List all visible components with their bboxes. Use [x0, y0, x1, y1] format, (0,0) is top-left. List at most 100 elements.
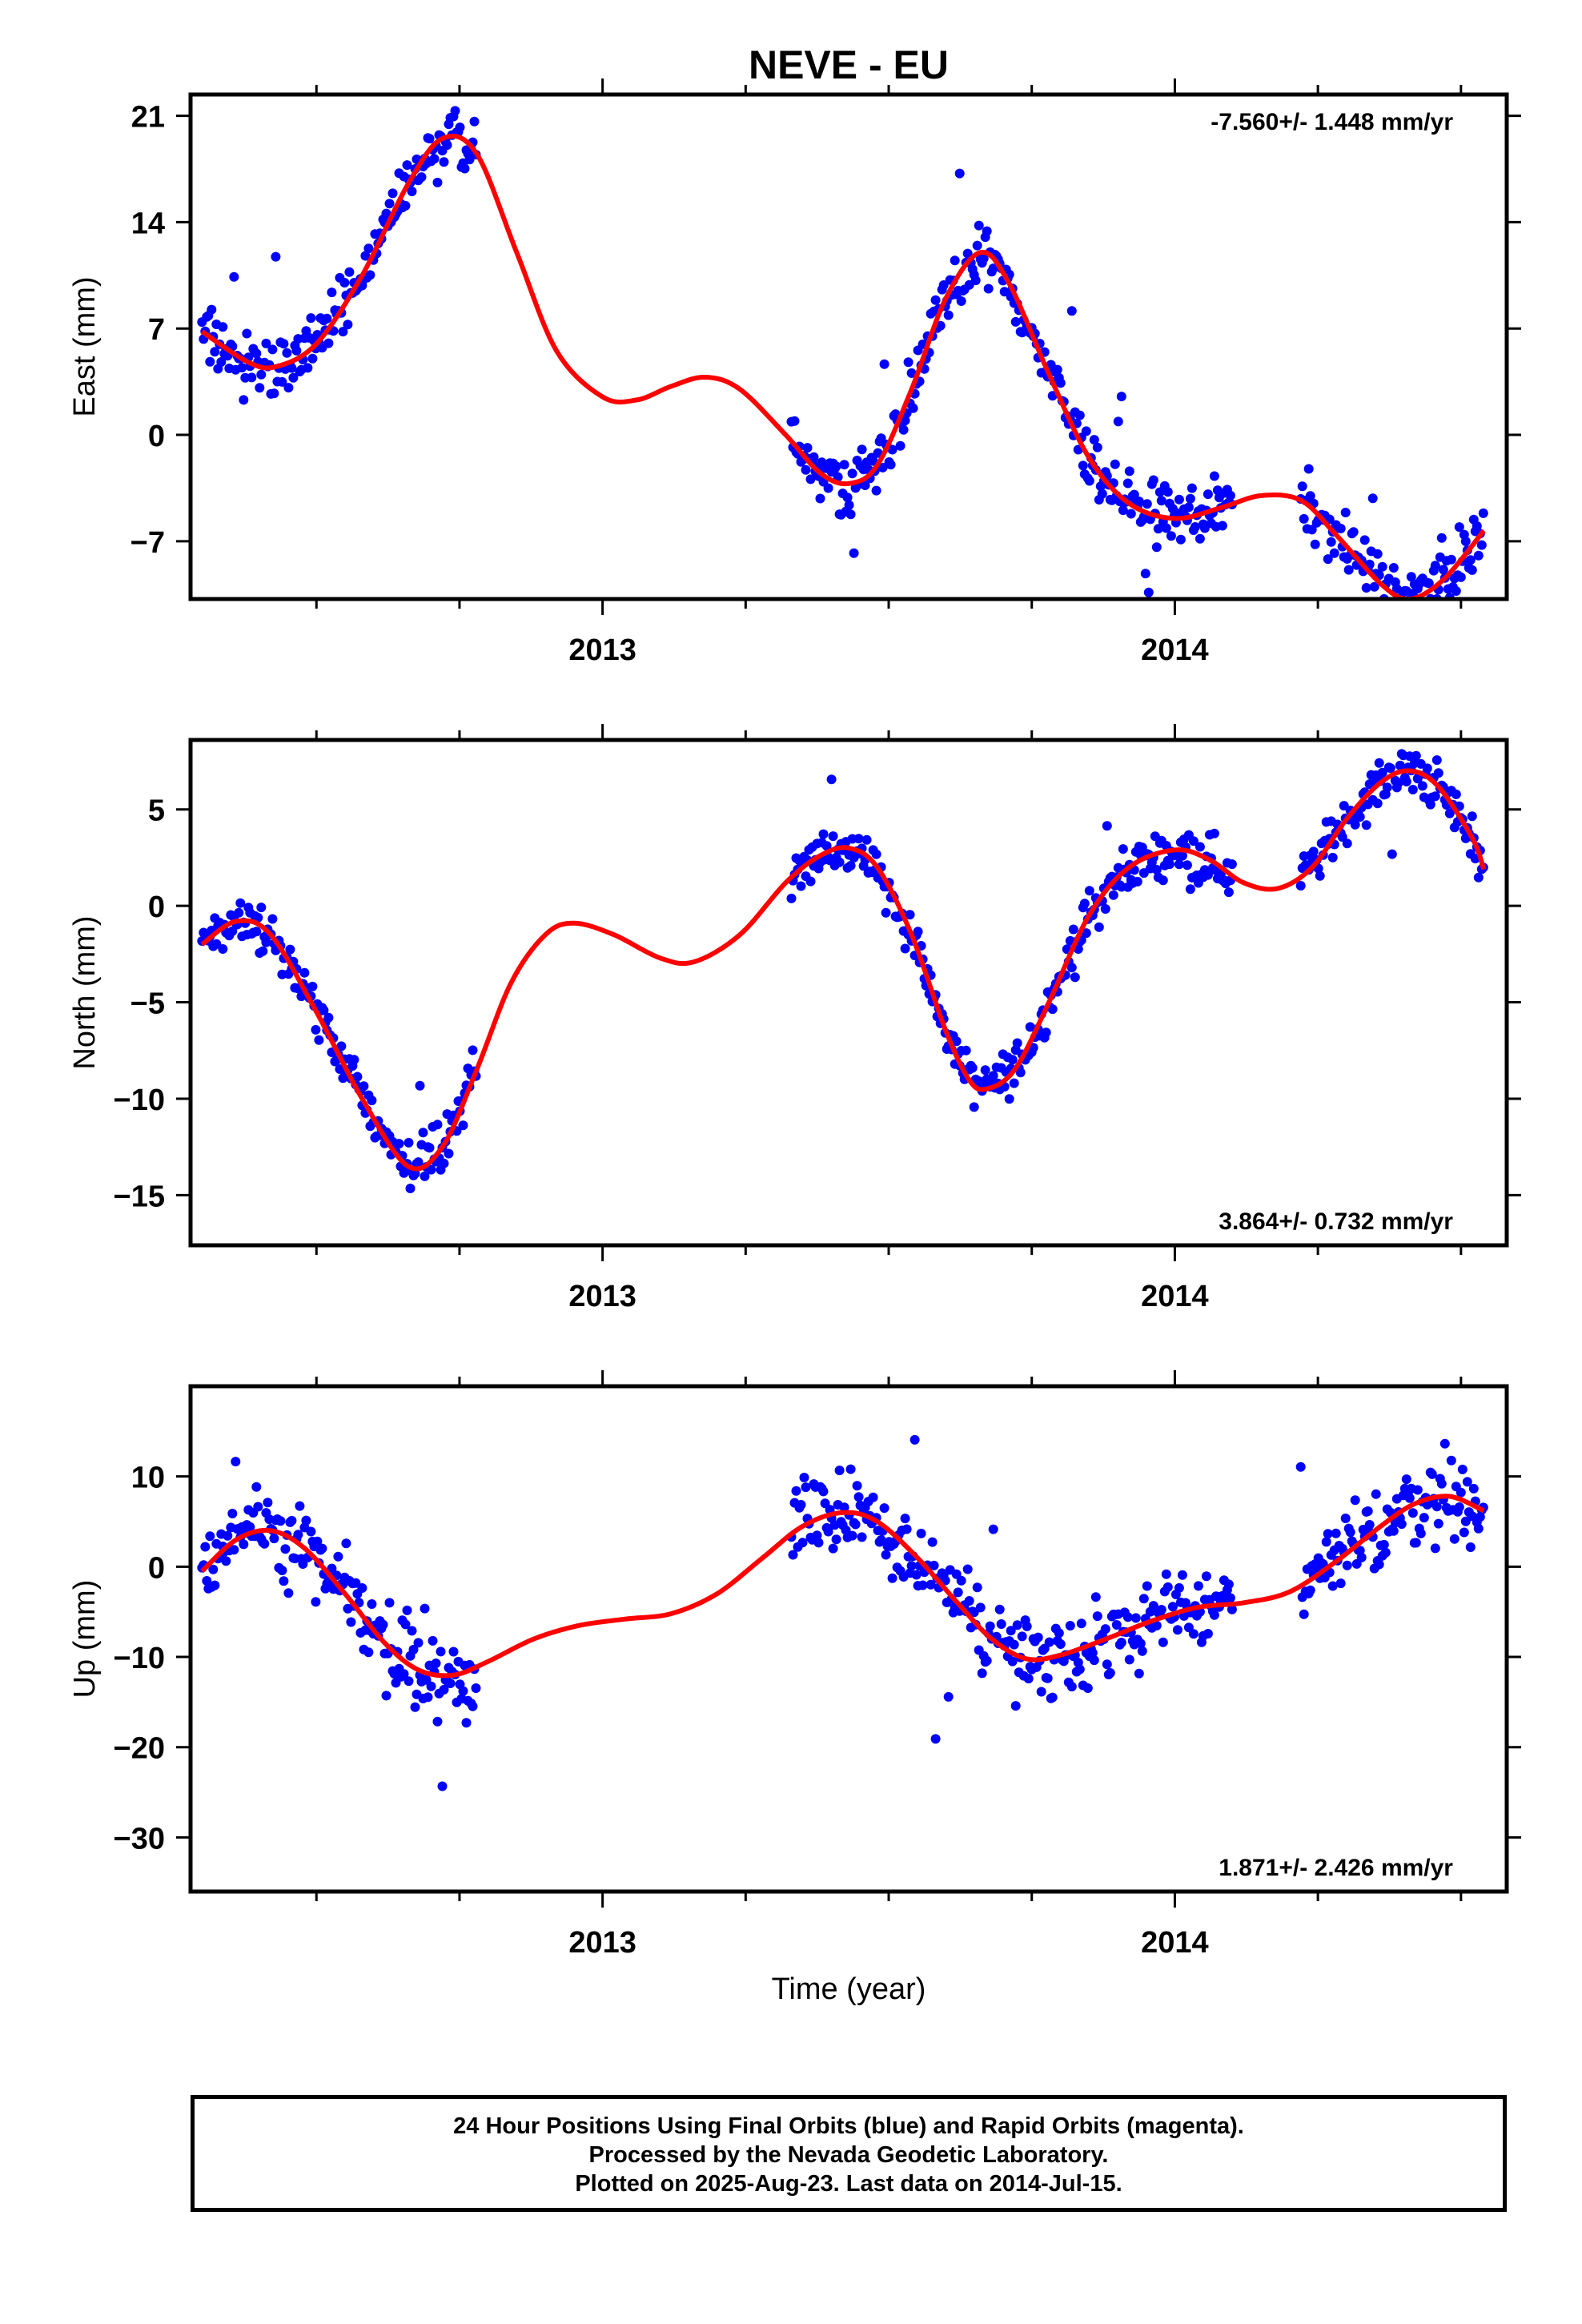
- data-point: [1108, 890, 1118, 900]
- y-tick-label: −5: [130, 987, 165, 1021]
- data-point: [1371, 1489, 1381, 1499]
- data-point: [1331, 1528, 1341, 1538]
- data-point: [311, 1024, 321, 1035]
- data-point: [1156, 496, 1166, 506]
- data-point: [307, 981, 318, 991]
- data-point: [346, 1617, 356, 1627]
- data-point: [929, 1560, 939, 1570]
- data-point: [363, 243, 374, 254]
- data-point: [857, 1532, 867, 1542]
- data-point: [1175, 534, 1186, 545]
- data-point: [1456, 1487, 1466, 1498]
- data-point: [229, 271, 239, 282]
- data-point: [1305, 491, 1315, 501]
- data-point: [255, 383, 265, 393]
- data-point: [420, 1603, 430, 1614]
- data-point: [906, 368, 917, 378]
- data-point: [1010, 1701, 1021, 1711]
- data-point: [1363, 1506, 1373, 1516]
- data-point: [1227, 859, 1237, 870]
- data-point: [205, 356, 215, 367]
- data-point: [980, 1065, 990, 1076]
- data-point: [1310, 539, 1320, 549]
- data-point: [857, 444, 867, 455]
- data-point: [1433, 768, 1443, 778]
- x-tick-label: 2014: [1141, 633, 1209, 667]
- data-point: [407, 187, 417, 196]
- data-point: [1303, 464, 1314, 474]
- data-point: [900, 1514, 910, 1524]
- data-point: [1153, 524, 1163, 534]
- data-point: [861, 834, 872, 845]
- data-point: [314, 1035, 324, 1045]
- data-point: [1066, 1682, 1077, 1692]
- data-point: [1367, 493, 1378, 504]
- panel-2: 5 0 −5 −10 −15 2013 2014 North (mm) 3.864+/- 0.7…: [68, 707, 1521, 1313]
- data-point: [1401, 777, 1411, 786]
- data-point: [405, 1184, 416, 1193]
- data-point: [420, 1171, 430, 1181]
- data-point: [799, 1473, 809, 1482]
- data-point: [269, 388, 279, 399]
- data-point: [1439, 1438, 1450, 1449]
- data-point: [1369, 581, 1379, 592]
- data-point: [1033, 1632, 1043, 1642]
- data-point: [432, 1716, 443, 1727]
- data-point: [229, 1545, 239, 1555]
- data-point: [1395, 760, 1405, 770]
- data-point: [834, 857, 845, 867]
- data-point: [378, 1619, 388, 1630]
- data-point: [828, 831, 838, 842]
- plot-area-2: [197, 707, 1488, 1193]
- data-point: [802, 443, 813, 453]
- data-point: [339, 278, 350, 287]
- data-point: [1460, 1516, 1471, 1526]
- data-point: [245, 1522, 255, 1532]
- data-point: [1389, 707, 1399, 717]
- data-point: [1188, 1629, 1199, 1639]
- y-tick-label: −10: [114, 1642, 165, 1675]
- data-point: [1407, 785, 1418, 794]
- data-point: [1138, 1594, 1149, 1604]
- data-point: [868, 1492, 878, 1502]
- data-point: [275, 1516, 286, 1526]
- data-point: [363, 1647, 374, 1658]
- data-point: [415, 1080, 425, 1091]
- data-point: [839, 1502, 849, 1513]
- plot-area-1: [197, 106, 1488, 599]
- x-tick-label: 2014: [1141, 1280, 1209, 1313]
- data-point: [1195, 842, 1205, 852]
- data-point: [277, 376, 287, 387]
- data-point: [887, 444, 897, 455]
- data-point: [1017, 1631, 1027, 1642]
- data-point: [258, 946, 268, 956]
- data-point: [844, 500, 854, 510]
- data-point: [210, 347, 220, 357]
- data-point: [876, 1535, 886, 1545]
- data-point: [1438, 565, 1448, 575]
- data-point: [881, 907, 891, 918]
- data-point: [323, 1012, 334, 1023]
- data-point: [287, 363, 297, 373]
- data-point: [279, 339, 289, 349]
- data-point: [306, 1526, 316, 1537]
- data-point: [455, 123, 465, 132]
- data-point: [1444, 808, 1455, 818]
- data-point: [1193, 1581, 1203, 1591]
- data-point: [1105, 1668, 1115, 1678]
- data-point: [1380, 1547, 1391, 1558]
- data-point: [293, 1530, 303, 1540]
- data-point: [1135, 1638, 1146, 1649]
- velocity-annotation: -7.560+/- 1.448 mm/yr: [1211, 109, 1453, 135]
- data-point: [1012, 1038, 1022, 1048]
- data-point: [1068, 924, 1078, 935]
- data-point: [975, 1602, 986, 1613]
- data-point: [1116, 392, 1126, 402]
- data-point: [381, 1691, 391, 1701]
- data-point: [842, 493, 853, 503]
- data-point: [1315, 870, 1325, 881]
- data-point: [1174, 859, 1184, 870]
- data-point: [1427, 1469, 1437, 1479]
- data-point: [1185, 493, 1195, 504]
- data-point: [847, 1530, 857, 1541]
